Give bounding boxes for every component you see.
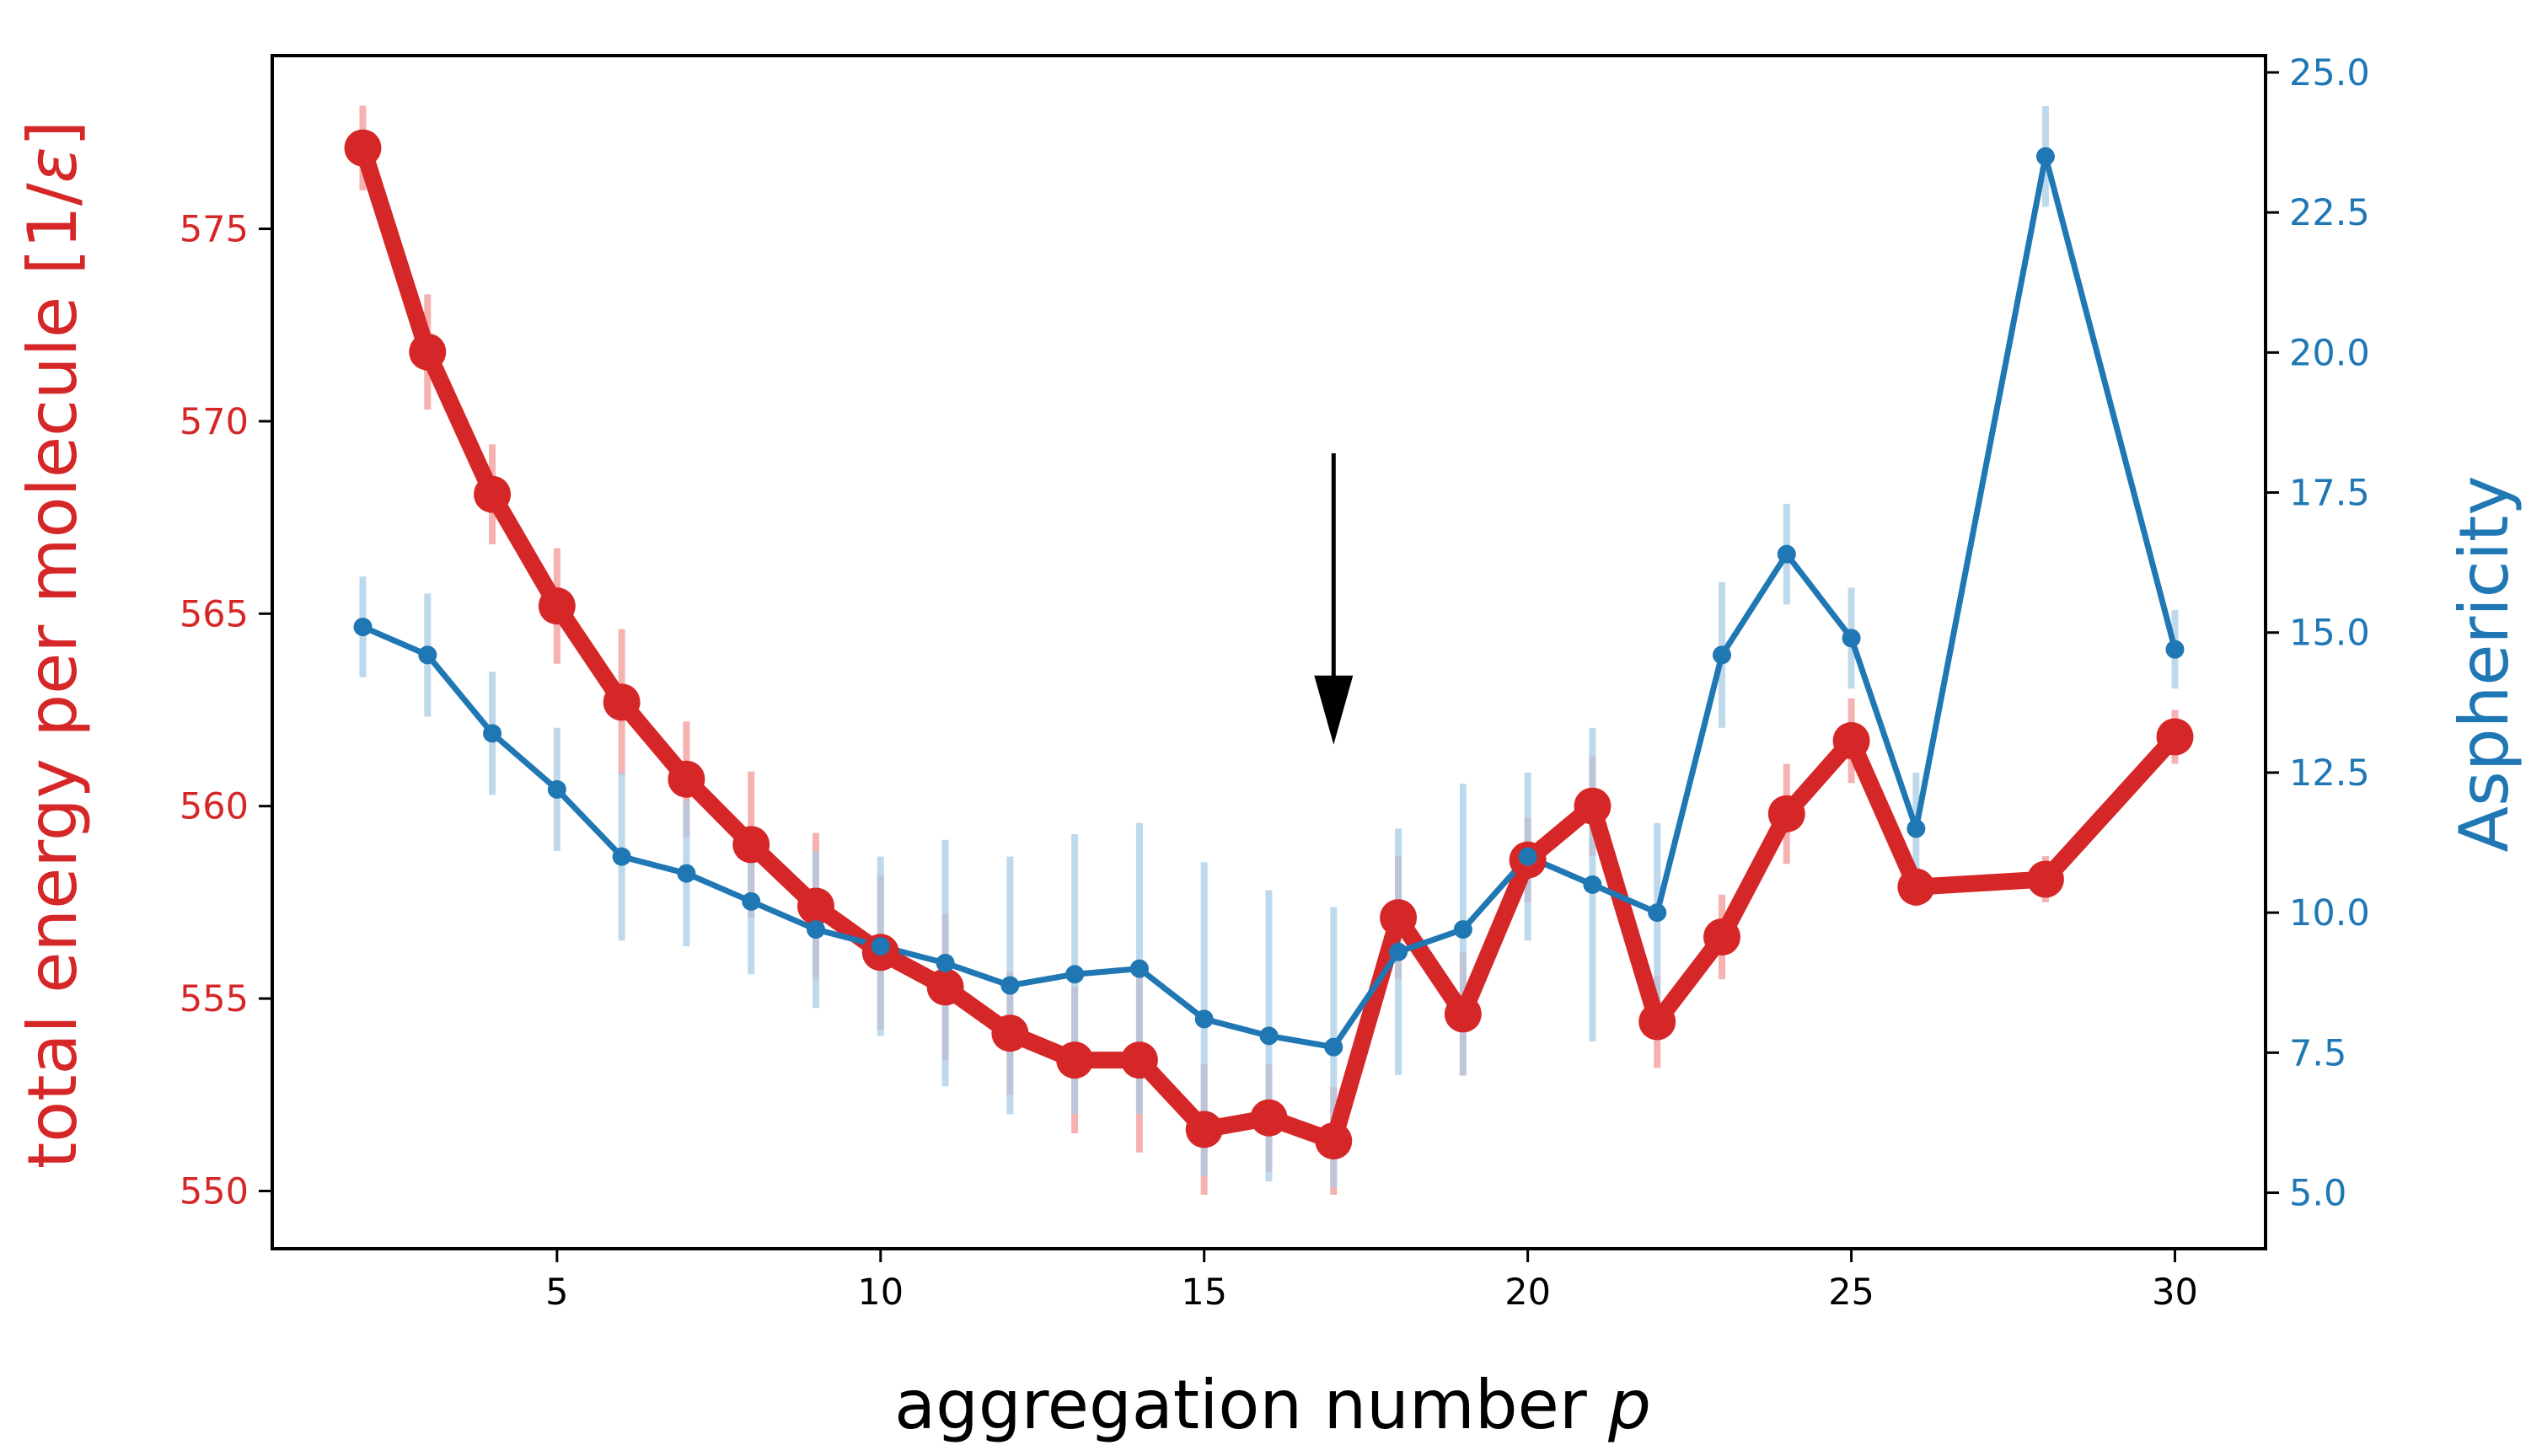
energy-point <box>1638 1003 1676 1041</box>
energy-point <box>538 587 576 625</box>
asphericity-point <box>1518 847 1537 866</box>
energy-point <box>1703 918 1740 956</box>
energy-point <box>2026 860 2064 898</box>
x-tick-label: 10 <box>857 1271 904 1314</box>
axes-border <box>271 54 2267 1250</box>
asphericity-point <box>2165 640 2185 659</box>
energy-point <box>409 333 447 371</box>
energy-point <box>1444 995 1482 1033</box>
asphericity-point <box>1777 544 1796 564</box>
y-right-tick-label: 25.0 <box>2289 52 2370 94</box>
annotation-arrow <box>1314 453 1354 745</box>
asphericity-point <box>1065 965 1085 984</box>
x-axis-label: aggregation number p <box>894 1366 1651 1444</box>
asphericity-point <box>1000 976 1020 995</box>
energy-point <box>1897 868 1935 906</box>
asphericity-point <box>936 953 955 972</box>
x-tick-label: 15 <box>1181 1271 1227 1314</box>
energy-point <box>732 826 770 864</box>
y-left-tick-label: 570 <box>180 401 249 443</box>
energy-point <box>474 475 512 513</box>
energy-point <box>603 683 641 721</box>
y-right-tick-label: 12.5 <box>2289 752 2370 795</box>
asphericity-point <box>807 920 825 939</box>
asphericity-point <box>1194 1009 1214 1029</box>
asphericity-point <box>612 847 631 866</box>
asphericity-point <box>871 937 890 956</box>
y-right-tick-label: 7.5 <box>2289 1032 2346 1074</box>
y-left-tick-label: 575 <box>180 209 249 251</box>
asphericity-point <box>1842 629 1861 648</box>
asphericity-point <box>1453 920 1472 939</box>
energy-point <box>926 968 964 1006</box>
y-axis-right-label: Asphericity <box>2445 475 2523 852</box>
asphericity-point <box>2035 147 2055 166</box>
y-right-tick-label: 20.0 <box>2289 332 2370 374</box>
y-left-tick-label: 565 <box>180 593 249 635</box>
asphericity-point <box>1129 959 1149 978</box>
energy-point <box>797 887 834 925</box>
y-left-tick-label: 555 <box>180 978 249 1020</box>
energy-point <box>1767 795 1805 832</box>
x-tick-label: 5 <box>545 1271 568 1314</box>
asphericity-point <box>483 724 502 743</box>
energy-point <box>1185 1111 1223 1148</box>
asphericity-point <box>353 618 373 637</box>
asphericity-point <box>418 645 437 665</box>
asphericity-point <box>742 891 761 911</box>
energy-point <box>344 129 382 167</box>
y-right-tick-label: 5.0 <box>2289 1173 2346 1215</box>
y-right-tick-label: 22.5 <box>2289 192 2370 234</box>
series-markers <box>344 129 2194 1160</box>
energy-point <box>668 760 705 798</box>
energy-point <box>2156 718 2194 756</box>
energy-point <box>1120 1041 1158 1079</box>
y-left-tick-label: 550 <box>180 1170 249 1212</box>
x-tick-label: 30 <box>2152 1271 2198 1314</box>
axes-frame: 5 10 15 20 25 30 550 555 560 565 570 575 5.0 7.5 10.0 1… <box>180 52 2370 1314</box>
asphericity-point <box>1583 875 1602 894</box>
y-axis-left-label: total energy per molecule [1/ε] <box>13 120 92 1169</box>
asphericity-point <box>547 779 566 799</box>
energy-point <box>1832 722 1870 760</box>
arrow-head <box>1314 675 1354 745</box>
energy-point <box>1380 899 1418 937</box>
asphericity-point <box>1389 942 1408 961</box>
asphericity-point <box>1648 903 1667 923</box>
asphericity-point <box>1324 1037 1343 1057</box>
energy-point <box>1574 787 1612 825</box>
x-tick-label: 25 <box>1828 1271 1874 1314</box>
x-tick-label: 20 <box>1504 1271 1551 1314</box>
energy-point <box>1315 1122 1353 1160</box>
y-right-tick-label: 10.0 <box>2289 892 2370 934</box>
energy-point <box>991 1014 1029 1052</box>
asphericity-point <box>677 864 696 883</box>
asphericity-point <box>1906 819 1926 838</box>
y-right-tick-label: 15.0 <box>2289 613 2370 655</box>
energy-point <box>1250 1099 1288 1137</box>
y-right-tick-label: 17.5 <box>2289 473 2370 515</box>
y-left-tick-label: 560 <box>180 786 249 828</box>
asphericity-point <box>1259 1026 1279 1046</box>
energy-point <box>1056 1041 1094 1079</box>
asphericity-point <box>1713 645 1731 665</box>
